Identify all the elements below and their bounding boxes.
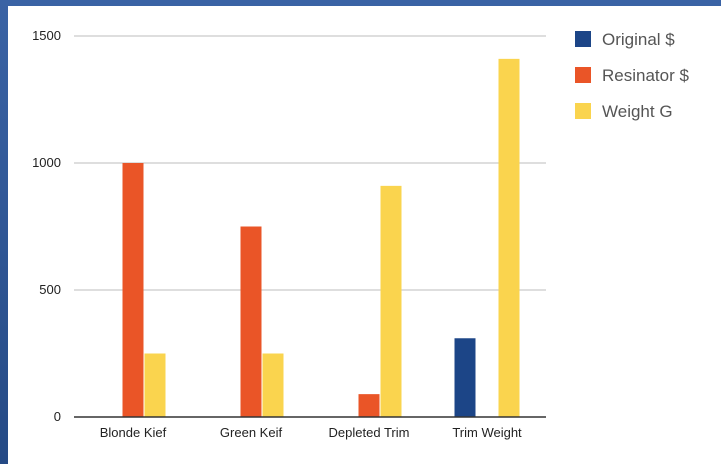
grid-lines (74, 35, 546, 291)
x-tick-label: Blonde Kief (100, 425, 167, 440)
bar-blonde-kief-resinator[interactable] (122, 163, 144, 417)
y-axis-tick-labels: 0 500 1000 1500 (32, 28, 61, 424)
bar-trim-weight-original[interactable] (454, 338, 476, 417)
x-axis-tick-labels: Blonde Kief Green Keif Depleted Trim Trim W… (100, 425, 522, 440)
bar-blonde-kief-weight-g[interactable] (144, 353, 166, 418)
y-tick-label: 500 (39, 282, 61, 297)
bar-depleted-trim-weight-g[interactable] (380, 185, 402, 417)
legend-swatch (575, 67, 591, 83)
bars (122, 58, 520, 418)
legend-label: Resinator $ (602, 66, 689, 85)
chart-panel: 0 500 1000 1500 Blonde Kief Green Keif Deplet… (8, 6, 721, 464)
y-tick-label: 1500 (32, 28, 61, 43)
legend-label: Weight G (602, 102, 673, 121)
bar-depleted-trim-resinator[interactable] (358, 394, 380, 417)
y-tick-label: 0 (54, 409, 61, 424)
bar-chart: 0 500 1000 1500 Blonde Kief Green Keif Deplet… (32, 28, 689, 440)
legend-swatch (575, 31, 591, 47)
bar-green-keif-resinator[interactable] (240, 226, 262, 418)
x-tick-label: Depleted Trim (329, 425, 410, 440)
legend-swatch (575, 103, 591, 119)
x-tick-label: Trim Weight (452, 425, 522, 440)
x-tick-label: Green Keif (220, 425, 283, 440)
legend-label: Original $ (602, 30, 675, 49)
bar-trim-weight-weight-g[interactable] (498, 58, 520, 418)
bar-green-keif-weight-g[interactable] (262, 353, 284, 418)
legend: Original $ Resinator $ Weight G (575, 30, 689, 121)
y-tick-label: 1000 (32, 155, 61, 170)
